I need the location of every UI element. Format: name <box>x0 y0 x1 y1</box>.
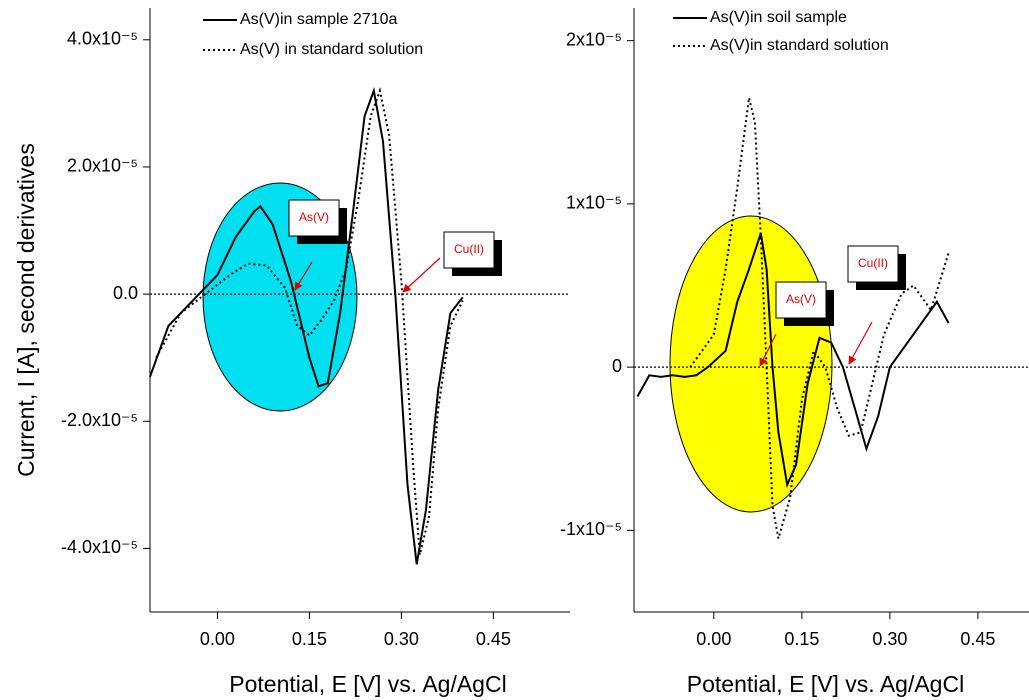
y-axis-label: Current, I [A], second derivatives <box>13 143 39 477</box>
panel: 2x10⁻⁵ 1x10⁻⁵ 0 -1x10⁻⁵ 0.00 0.15 0.30 0.45 Pote… <box>560 8 1029 697</box>
annotation-label: Cu(II) <box>858 256 888 270</box>
x-tick-label: 0.00 <box>200 629 235 649</box>
annotation-arrow <box>402 257 441 293</box>
annotation-box <box>847 245 899 283</box>
x-tick-label: 0.15 <box>292 629 327 649</box>
y-tick-label: 0 <box>612 356 622 376</box>
x-axis-label: Potential, E [V] vs. Ag/AgCl <box>229 671 506 697</box>
x-tick-label: 0.45 <box>960 629 995 649</box>
y-tick-label: -4.0x10⁻⁵ <box>61 537 138 557</box>
legend-label: As(V) in standard solution <box>240 41 423 58</box>
y-tick-label: 4.0x10⁻⁵ <box>67 29 138 49</box>
data-line <box>636 232 950 489</box>
annotation-box <box>288 199 340 237</box>
annotation-label: As(V) <box>299 210 329 224</box>
y-tick-label: 2x10⁻⁵ <box>566 29 622 49</box>
x-tick-label: 0.15 <box>784 629 819 649</box>
data-line <box>149 86 464 565</box>
annotation-arrow <box>759 333 777 367</box>
annotation-box <box>443 231 495 269</box>
legend-label: As(V)in standard solution <box>710 37 889 54</box>
legend-label: As(V)in soil sample <box>710 9 847 26</box>
annotation-box <box>775 281 827 319</box>
y-tick-label: -1x10⁻⁵ <box>560 519 622 539</box>
y-tick-label: -2.0x10⁻⁵ <box>61 410 138 430</box>
y-tick-label: 2.0x10⁻⁵ <box>67 156 138 176</box>
x-tick-label: 0.30 <box>384 629 419 649</box>
data-line <box>155 87 464 556</box>
x-tick-label: 0.00 <box>696 629 731 649</box>
y-tick-label: 0.0 <box>113 283 138 303</box>
data-line <box>689 97 950 539</box>
annotation-arrow <box>294 261 313 291</box>
legend-label: As(V)in sample 2710a <box>240 11 398 28</box>
y-tick-label: 1x10⁻⁵ <box>566 193 622 213</box>
annotation-arrow <box>848 321 873 365</box>
x-tick-label: 0.30 <box>872 629 907 649</box>
panel: 4.0x10⁻⁵ 2.0x10⁻⁵ 0.0 -2.0x10⁻⁵ -4.0x10⁻⁵ 0.0… <box>13 8 570 697</box>
annotation-label: As(V) <box>786 292 816 306</box>
x-tick-label: 0.45 <box>476 629 511 649</box>
annotation-label: Cu(II) <box>454 242 484 256</box>
x-axis-label: Potential, E [V] vs. Ag/AgCl <box>687 671 964 697</box>
